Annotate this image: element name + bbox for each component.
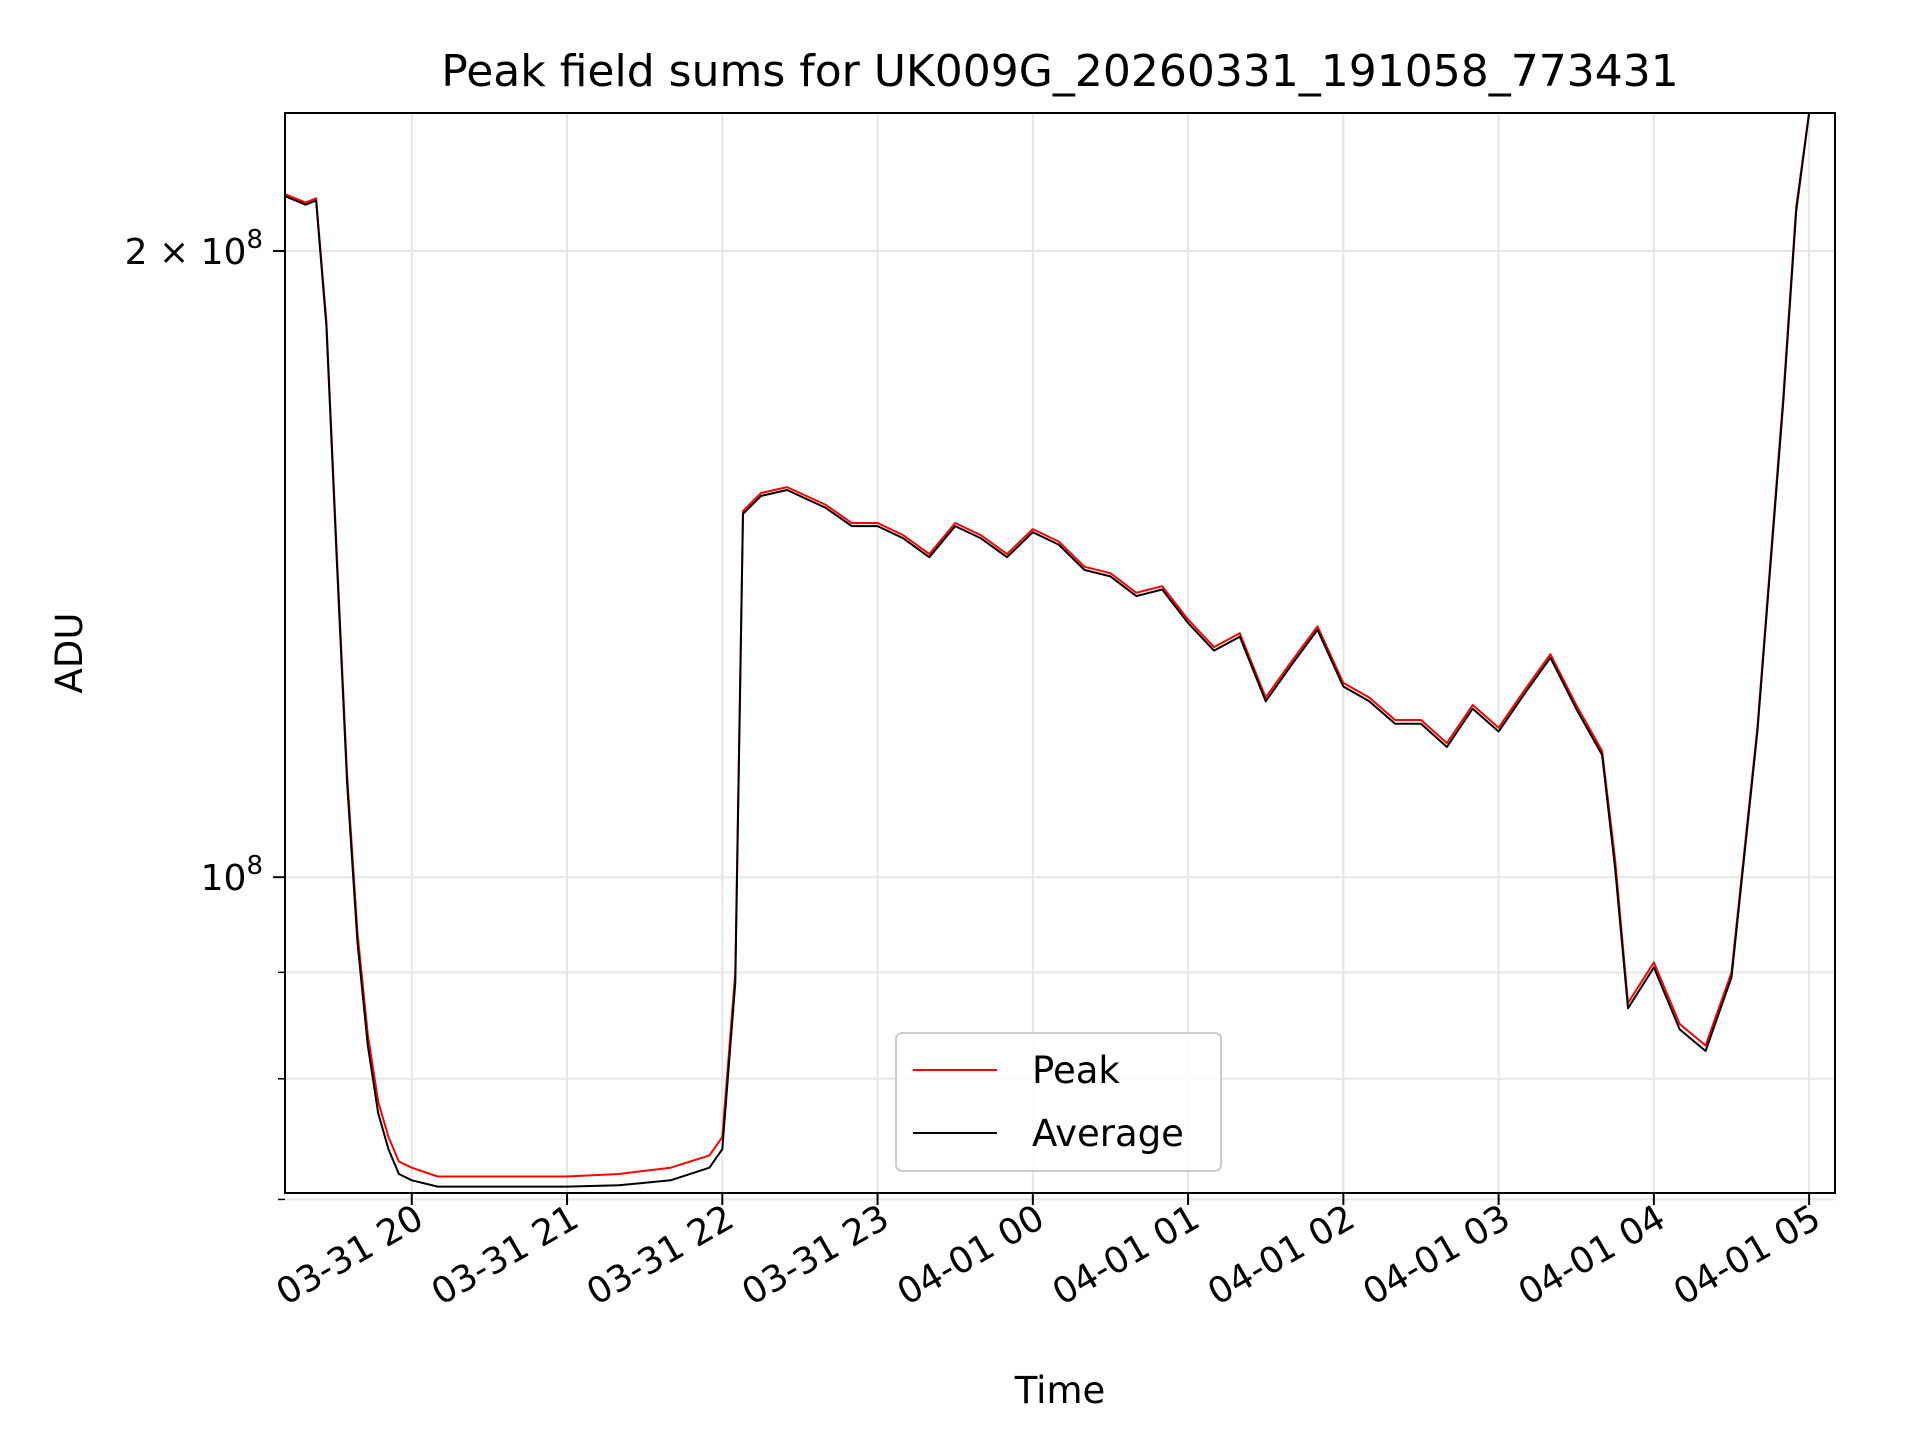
legend: Peak Average	[895, 1032, 1222, 1172]
series-layer	[285, 113, 1811, 1188]
y-tick-label-base: 10	[201, 858, 247, 899]
legend-label: Peak	[1032, 1049, 1120, 1092]
plot-frame	[284, 112, 1836, 1194]
legend-box	[895, 1032, 1222, 1172]
x-axis-label: Time	[1014, 1369, 1106, 1412]
y-tick-label-mantissa: 2 ×	[125, 232, 201, 273]
y-tick-label: 108	[201, 851, 263, 899]
y-tick-label-base: 10	[201, 232, 247, 273]
y-tick-label-exponent: 8	[246, 851, 263, 881]
y-tick-label: 2 × 108	[125, 225, 263, 273]
legend-label: Average	[1032, 1112, 1184, 1155]
y-tick-label-exponent: 8	[246, 225, 263, 255]
y-axis-label: ADU	[48, 613, 91, 694]
chart-title: Peak field sums for UK009G_20260331_1910…	[441, 46, 1678, 97]
series-line-average	[285, 113, 1811, 1188]
series-line-peak	[285, 113, 1811, 1178]
